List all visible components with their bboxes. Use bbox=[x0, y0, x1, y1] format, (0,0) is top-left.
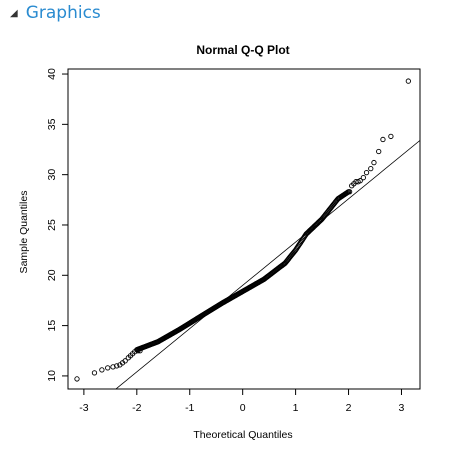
data-point bbox=[363, 169, 370, 176]
x-axis: -3 -2 -1 0 1 2 3 bbox=[79, 388, 405, 414]
data-point bbox=[137, 348, 143, 354]
x-tick-label: -3 bbox=[79, 402, 88, 414]
data-point bbox=[380, 136, 386, 143]
chart-title: Normal Q-Q Plot bbox=[196, 43, 289, 57]
data-point bbox=[405, 78, 412, 84]
x-tick-label: 3 bbox=[399, 402, 405, 414]
graphics-section-title: Graphics bbox=[25, 3, 101, 23]
data-point bbox=[135, 348, 141, 354]
data-point bbox=[346, 189, 353, 195]
plot-area bbox=[67, 68, 421, 390]
y-tick-label: 40 bbox=[46, 68, 58, 80]
data-point bbox=[110, 364, 116, 370]
y-axis-label: Sample Quantiles bbox=[18, 191, 30, 274]
x-tick-label: -1 bbox=[185, 402, 194, 414]
x-tick-label: -2 bbox=[132, 402, 141, 414]
data-point bbox=[114, 363, 120, 369]
y-tick-label: 15 bbox=[46, 320, 58, 332]
data-point bbox=[74, 376, 80, 382]
data-point bbox=[99, 367, 105, 373]
triangle-down-icon[interactable]: ◢ bbox=[10, 7, 18, 19]
data-point bbox=[376, 148, 382, 155]
y-axis: 10 15 20 25 30 35 40 bbox=[46, 68, 69, 382]
x-tick-label: 2 bbox=[346, 402, 352, 414]
graphics-section-header[interactable]: ◢ Graphics bbox=[10, 2, 101, 24]
data-point bbox=[368, 165, 374, 172]
plot-frame bbox=[67, 68, 421, 390]
data-point bbox=[371, 159, 377, 166]
data-point bbox=[122, 358, 128, 364]
y-tick-label: 35 bbox=[46, 118, 58, 130]
reference-line bbox=[115, 140, 420, 389]
data-point bbox=[91, 370, 98, 376]
y-tick-label: 10 bbox=[46, 370, 58, 382]
y-tick-label: 25 bbox=[46, 219, 58, 231]
x-tick-label: 1 bbox=[293, 402, 299, 414]
x-tick-label: 0 bbox=[240, 402, 246, 414]
y-tick-label: 30 bbox=[46, 169, 58, 181]
data-point bbox=[105, 365, 111, 371]
y-tick-label: 20 bbox=[46, 269, 58, 281]
x-axis-label: Theoretical Quantiles bbox=[193, 429, 292, 441]
data-point bbox=[360, 175, 367, 181]
data-point bbox=[357, 178, 363, 184]
data-point bbox=[388, 133, 394, 140]
data-point bbox=[132, 349, 138, 355]
